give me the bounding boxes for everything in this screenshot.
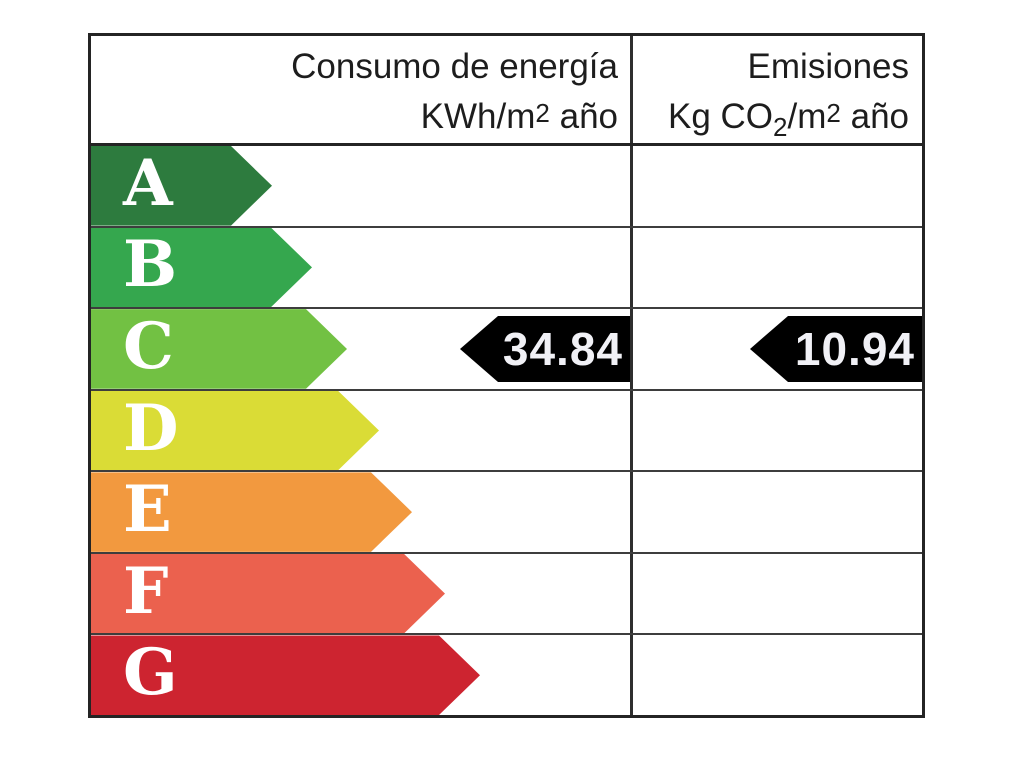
rating-arrow-f: F bbox=[91, 554, 445, 634]
consumo-value-marker: 34.84 bbox=[460, 315, 630, 382]
rating-row-a: A bbox=[91, 146, 922, 228]
rating-letter-c: C bbox=[123, 308, 174, 384]
rating-letter-a: A bbox=[123, 145, 173, 221]
rating-arrow-c: C bbox=[91, 309, 347, 389]
rating-c-consumo-cell: C 34.84 bbox=[91, 309, 633, 389]
emisiones-header-unit: Kg CO2/m2 año bbox=[668, 97, 909, 142]
rating-letter-f: F bbox=[123, 553, 169, 629]
rating-letter-b: B bbox=[123, 227, 178, 303]
rating-b-consumo-cell: B bbox=[91, 227, 633, 308]
rating-row-e: E bbox=[91, 472, 922, 554]
rating-row-g: G bbox=[91, 635, 922, 716]
consumo-header-unit: KWh/m2 año bbox=[420, 97, 618, 136]
rating-row-d: D bbox=[91, 390, 922, 473]
rating-table: Consumo de energía KWh/m2 año Emisiones … bbox=[88, 33, 925, 718]
rating-c-emisiones-cell: 10.94 bbox=[633, 309, 922, 389]
rating-row-b: B bbox=[91, 227, 922, 310]
rating-a-emisiones-cell bbox=[633, 146, 922, 226]
rating-a-consumo-cell: A bbox=[91, 146, 633, 226]
rating-d-emisiones-cell bbox=[633, 391, 922, 471]
rating-arrow-a: A bbox=[91, 146, 272, 226]
emisiones-header-title: Emisiones bbox=[747, 47, 909, 86]
rating-row-f: F bbox=[91, 553, 922, 636]
rating-d-consumo-cell: D bbox=[91, 390, 633, 471]
rating-b-emisiones-cell bbox=[633, 228, 922, 308]
rating-arrow-b: B bbox=[91, 228, 312, 308]
emisiones-value-marker: 10.94 bbox=[750, 315, 922, 382]
consumo-value: 34.84 bbox=[502, 322, 623, 375]
rating-letter-e: E bbox=[123, 472, 172, 548]
rating-e-consumo-cell: E bbox=[91, 472, 633, 552]
consumo-header: Consumo de energía KWh/m2 año bbox=[91, 36, 633, 143]
rating-e-emisiones-cell bbox=[633, 472, 922, 552]
rating-f-emisiones-cell bbox=[633, 554, 922, 634]
rating-g-emisiones-cell bbox=[633, 635, 922, 715]
rating-letter-g: G bbox=[123, 635, 178, 711]
rating-arrow-g: G bbox=[91, 635, 480, 715]
table-header: Consumo de energía KWh/m2 año Emisiones … bbox=[91, 36, 922, 146]
rating-row-c: C 34.84 10.94 bbox=[91, 309, 922, 391]
rating-letter-d: D bbox=[123, 390, 179, 466]
rating-g-consumo-cell: G bbox=[91, 635, 633, 716]
emisiones-value: 10.94 bbox=[794, 322, 915, 375]
rating-arrow-d: D bbox=[91, 391, 379, 471]
emisiones-header: Emisiones Kg CO2/m2 año bbox=[633, 36, 922, 143]
rating-f-consumo-cell: F bbox=[91, 553, 633, 634]
rating-arrow-e: E bbox=[91, 472, 412, 552]
consumo-header-title: Consumo de energía bbox=[291, 47, 618, 86]
